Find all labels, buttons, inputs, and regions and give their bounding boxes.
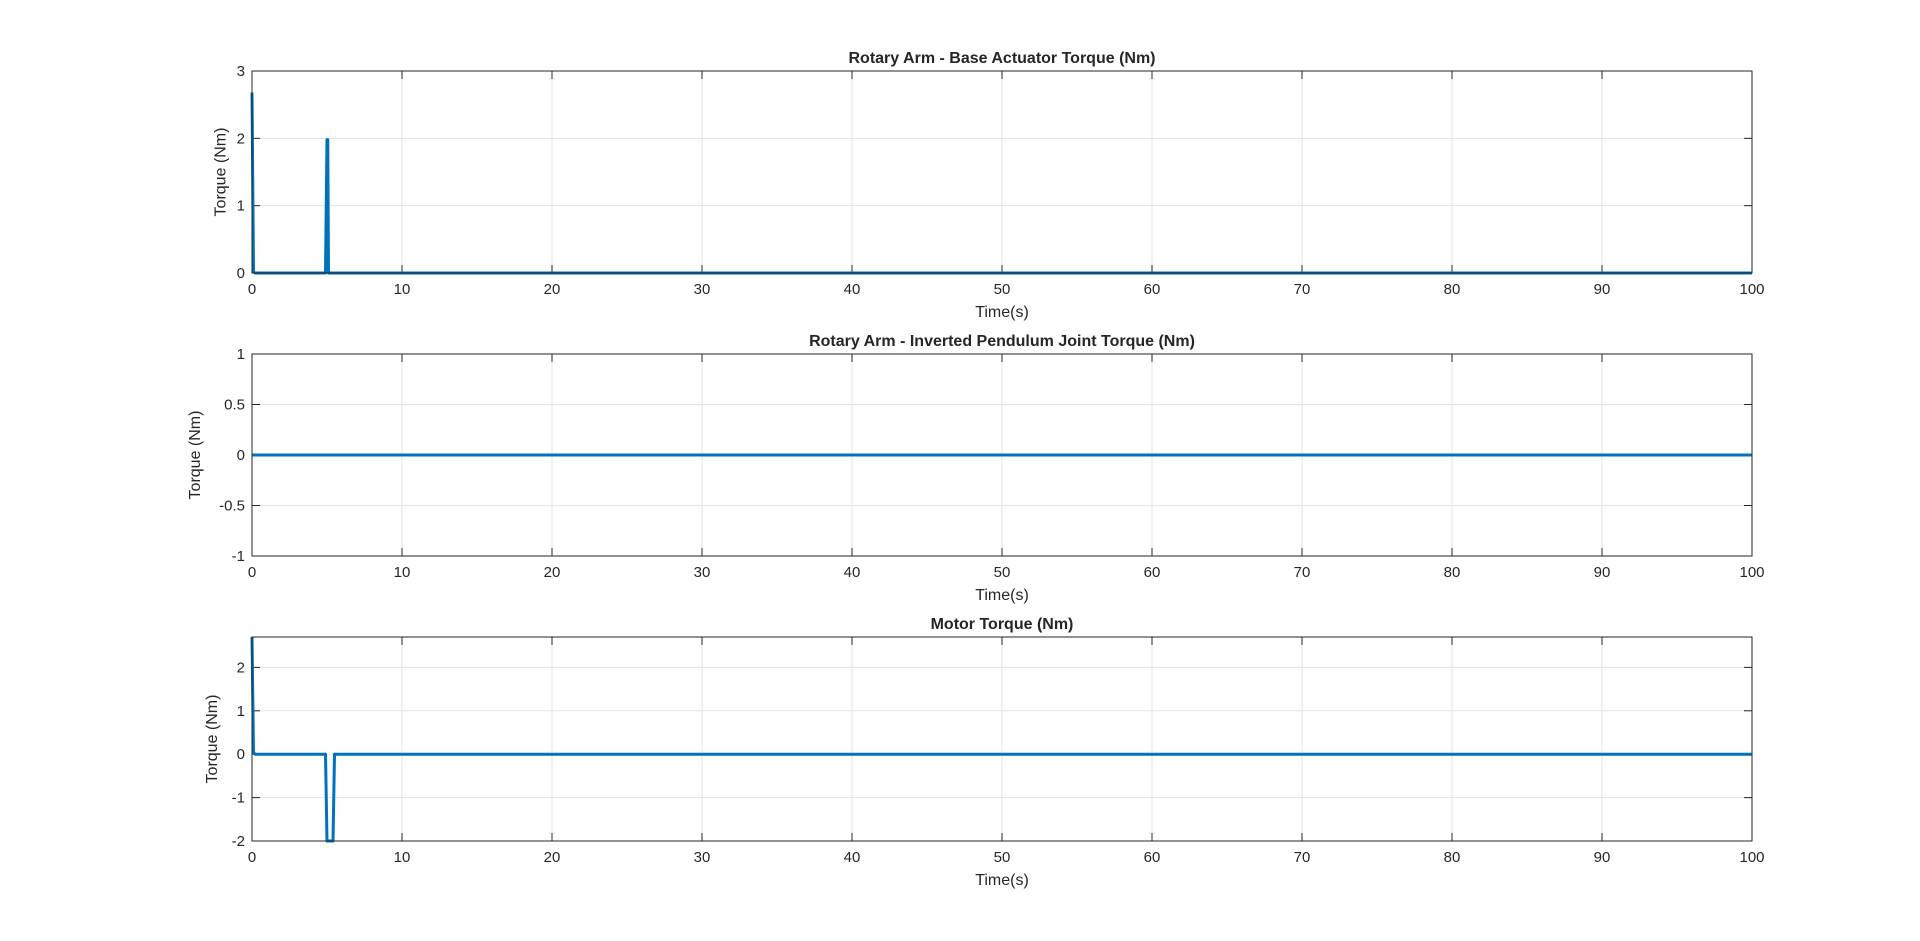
x-tick-label: 100: [1739, 564, 1764, 581]
chart-title: Motor Torque (Nm): [931, 616, 1074, 633]
x-tick-label: 20: [544, 849, 561, 866]
x-tick-label: 70: [1294, 564, 1311, 581]
x-tick-label: 0: [248, 281, 256, 298]
y-tick-label: 1: [237, 703, 245, 720]
x-axis-label: Time(s): [975, 304, 1029, 321]
y-tick-label: 1: [237, 198, 245, 215]
y-axis-label: Torque (Nm): [213, 128, 230, 217]
x-tick-label: 40: [844, 281, 861, 298]
axes-box: [251, 353, 1753, 557]
chart-title: Rotary Arm - Base Actuator Torque (Nm): [849, 50, 1156, 67]
x-tick-label: 80: [1444, 564, 1461, 581]
y-tick-label: 3: [237, 63, 245, 80]
y-axis-label: Torque (Nm): [204, 695, 221, 784]
x-tick-label: 30: [694, 849, 711, 866]
x-tick-label: 90: [1594, 849, 1611, 866]
y-tick-label: -2: [232, 833, 245, 850]
x-tick-label: 0: [248, 849, 256, 866]
x-tick-label: 60: [1144, 564, 1161, 581]
x-axis-label: Time(s): [975, 587, 1029, 604]
x-tick-label: 10: [394, 849, 411, 866]
y-tick-label: 1: [237, 346, 245, 363]
x-tick-label: 30: [694, 281, 711, 298]
x-tick-label: 100: [1739, 281, 1764, 298]
x-tick-label: 10: [394, 564, 411, 581]
x-tick-label: 90: [1594, 564, 1611, 581]
x-tick-label: 50: [994, 849, 1011, 866]
x-tick-label: 20: [544, 281, 561, 298]
axes-box: [251, 636, 1753, 842]
x-tick-label: 40: [844, 564, 861, 581]
y-tick-label: 0.5: [224, 397, 245, 414]
subplot-1: 0 10 20 30 40 50 60 70 80 90 100 0 1 2 3 Rotary Arm - B…: [213, 50, 1765, 321]
y-tick-label: 0: [237, 447, 245, 464]
x-tick-label: 70: [1294, 281, 1311, 298]
y-tick-label: -0.5: [219, 498, 245, 515]
x-tick-label: 90: [1594, 281, 1611, 298]
chart-title: Rotary Arm - Inverted Pendulum Joint Tor…: [809, 333, 1195, 350]
series-line: [250, 636, 1752, 843]
x-tick-label: 80: [1444, 849, 1461, 866]
subplot-2: 0 10 20 30 40 50 60 70 80 90 100 -1 -0.5 0 0.5 1 Rotary …: [187, 333, 1765, 604]
y-tick-label: 2: [237, 130, 245, 147]
x-tick-label: 50: [994, 281, 1011, 298]
x-tick-label: 60: [1144, 281, 1161, 298]
x-tick-label: 20: [544, 564, 561, 581]
y-axis-label: Torque (Nm): [187, 411, 204, 500]
subplot-3: 0 10 20 30 40 50 60 70 80 90 100 -2 -1 0 1 2 Motor Torqu…: [204, 616, 1765, 889]
y-tick-label: -1: [232, 548, 245, 565]
x-tick-label: 30: [694, 564, 711, 581]
x-tick-label: 60: [1144, 849, 1161, 866]
x-axis-label: Time(s): [975, 872, 1029, 889]
series-line: [250, 92, 1752, 275]
axes-box: [251, 70, 1753, 274]
x-tick-label: 10: [394, 281, 411, 298]
x-tick-label: 50: [994, 564, 1011, 581]
x-tick-label: 80: [1444, 281, 1461, 298]
x-tick-label: 70: [1294, 849, 1311, 866]
x-tick-label: 0: [248, 564, 256, 581]
y-tick-label: -1: [232, 790, 245, 807]
x-tick-label: 100: [1739, 849, 1764, 866]
y-tick-label: 0: [237, 746, 245, 763]
y-tick-label: 2: [237, 659, 245, 676]
y-tick-label: 0: [237, 265, 245, 282]
x-tick-label: 40: [844, 849, 861, 866]
